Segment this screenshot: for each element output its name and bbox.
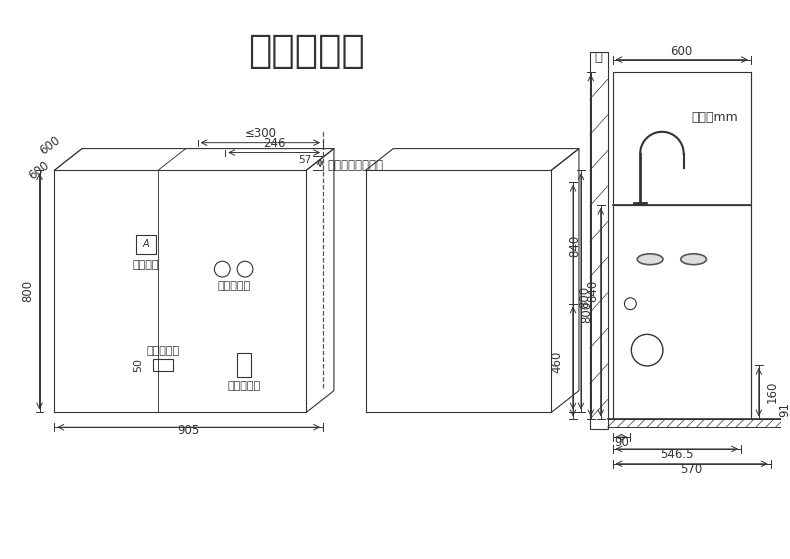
Bar xyxy=(608,419,781,427)
Text: 冷热水角阀: 冷热水角阀 xyxy=(217,281,250,291)
Text: 600: 600 xyxy=(38,134,63,158)
Text: 50: 50 xyxy=(134,358,143,372)
Text: 安装说明图: 安装说明图 xyxy=(248,32,365,70)
Text: 单位：mm: 单位：mm xyxy=(691,111,739,124)
Bar xyxy=(137,235,156,254)
Text: 57: 57 xyxy=(298,155,311,165)
Text: 800: 800 xyxy=(581,301,593,323)
Text: 排水方案二: 排水方案二 xyxy=(228,381,261,391)
Text: 电源插座: 电源插座 xyxy=(133,260,160,270)
Text: 570: 570 xyxy=(680,463,703,476)
Text: 墙: 墙 xyxy=(595,51,603,64)
Text: 840: 840 xyxy=(569,234,581,257)
Text: 600: 600 xyxy=(671,45,693,58)
Text: 160: 160 xyxy=(766,381,779,404)
Ellipse shape xyxy=(681,254,706,264)
Text: 546.5: 546.5 xyxy=(660,448,694,461)
Text: 600: 600 xyxy=(26,158,51,182)
Bar xyxy=(590,52,608,429)
Text: 905: 905 xyxy=(178,424,200,437)
Text: 排水方案一: 排水方案一 xyxy=(146,346,179,356)
Text: 460: 460 xyxy=(551,350,564,373)
Text: 90: 90 xyxy=(614,436,629,449)
Text: 91: 91 xyxy=(778,402,790,417)
Text: 800: 800 xyxy=(578,286,592,308)
Ellipse shape xyxy=(638,254,663,264)
Bar xyxy=(153,359,173,371)
Text: 固定膨胀螺栓位置: 固定膨胀螺栓位置 xyxy=(327,159,383,172)
Bar xyxy=(237,353,251,377)
Text: 800: 800 xyxy=(21,280,34,302)
Text: 840: 840 xyxy=(586,280,600,302)
Text: 246: 246 xyxy=(263,136,285,150)
Text: ≤300: ≤300 xyxy=(244,127,276,140)
Text: A: A xyxy=(143,239,149,249)
